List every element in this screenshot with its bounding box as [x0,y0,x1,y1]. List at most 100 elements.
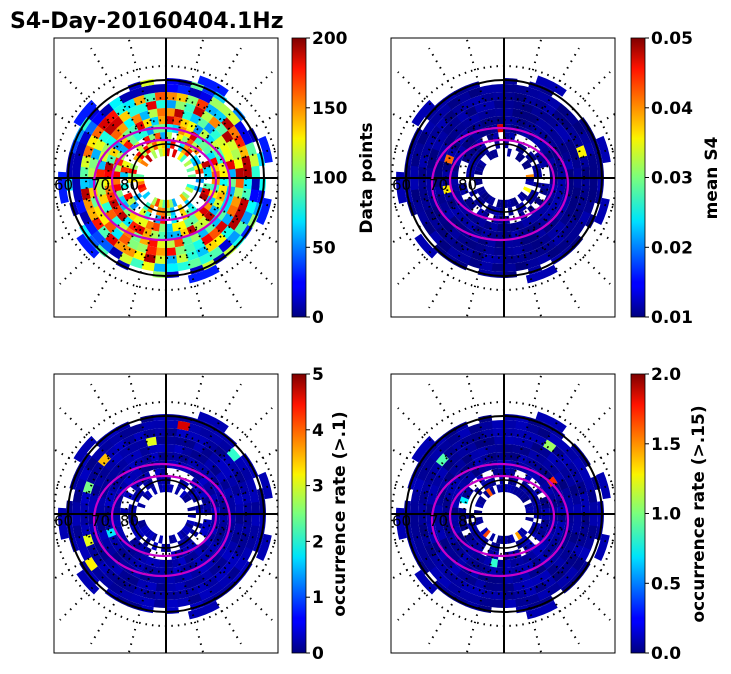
colorbar-tick-label: 2 [312,532,324,552]
heatmap-cell [526,87,541,99]
heatmap-cell [475,166,484,173]
heatmap-cell [101,478,113,491]
heatmap-cell [104,505,113,514]
heatmap-cell [519,191,528,200]
mlt-line-dotted [196,407,273,484]
heatmap-cell [504,99,515,109]
heatmap-cell [454,122,467,135]
heatmap-cell [249,525,260,539]
heatmap-cell [91,461,105,475]
oval-boundaries [430,462,570,578]
heatmap-cell [525,593,540,605]
heatmap-cell [133,540,143,551]
heatmap-cell [91,125,105,139]
heatmap-cell [441,556,455,570]
heatmap-cell [123,192,134,201]
heatmap-cell [429,230,444,245]
heatmap-cell [523,474,533,484]
heatmap-cell [568,148,580,161]
heatmap-outer-cells [396,75,611,284]
heatmap-cell [557,178,566,187]
heatmap-cell [410,188,421,203]
heatmap-cell [240,546,253,562]
heatmap-cell [123,98,137,111]
heatmap-cell [238,481,250,495]
heatmap-cell [434,521,445,533]
heatmap-cell [512,245,525,256]
heatmap-cell [132,214,143,225]
mlt-line-dotted [546,147,615,168]
heatmap-cell [514,428,527,439]
heatmap-cell [418,155,429,168]
heatmap-cell [187,600,220,620]
heatmap-cell [483,581,495,592]
heatmap-cell [424,134,437,149]
heatmap-cell [215,528,226,538]
heatmap-cell [126,574,140,587]
heatmap-cell [530,238,543,251]
heatmap-cell [144,529,153,538]
heatmap-cell [165,599,179,609]
heatmap-cell [205,531,216,542]
heatmap-cell [461,98,475,111]
heatmap-cell [481,589,494,600]
heatmap-cell [426,493,437,505]
heatmap-cell [546,246,562,260]
mlt-line-dotted [54,535,129,580]
mlt-line-dotted [196,544,273,621]
heatmap-cell [546,582,562,596]
heatmap-cell [428,147,440,160]
heatmap-cell [112,540,124,552]
heatmap-cell [492,591,504,600]
heatmap-cell [571,157,582,170]
heatmap-cell [201,160,211,169]
heatmap-cell [571,543,584,558]
heatmap-cell [209,432,224,446]
heatmap-cell [72,501,81,514]
heatmap-cell [143,92,157,103]
heatmap-cell [531,546,543,557]
heatmap-cell [476,162,485,170]
heatmap-cell [101,537,113,549]
heatmap-cell [142,191,151,200]
heatmap-cell [230,148,242,161]
heatmap-cell [176,428,189,439]
heatmap-cell [203,172,213,179]
heatmap-cell [153,263,166,272]
mlt-line-dotted [525,47,580,141]
mlt-line-dotted [203,448,278,493]
heatmap-cell [187,506,196,512]
heatmap-cell [219,514,228,523]
heatmap-cell [437,103,452,118]
heatmap-cell [74,435,97,461]
heatmap-cell [95,504,105,514]
heatmap-cell [80,491,91,504]
heatmap-cell [185,138,195,148]
heatmap-cell [504,116,513,125]
heatmap-cell [91,566,106,581]
heatmap-cell [226,111,241,126]
heatmap-cell [197,75,229,97]
heatmap-cell [465,441,478,454]
heatmap-cell [234,221,248,236]
heatmap-cell [208,476,220,488]
heatmap-cell [173,452,183,462]
heatmap-cell [165,255,178,265]
heatmap-cell [464,532,474,542]
heatmap-cell [204,546,216,559]
heatmap-cell [161,199,166,208]
colorbar-tick-label: 0.04 [651,99,693,119]
heatmap-cell [112,513,121,521]
heatmap-cell [179,154,188,163]
heatmap-cell [145,245,157,256]
colorbar [291,37,307,318]
mlt-line-dotted [525,551,580,645]
heatmap-cell [418,187,429,201]
heatmap-cell [553,458,567,472]
heatmap-cell [480,563,490,574]
heatmap-cell [429,461,443,475]
mlt-line-dotted [391,524,462,546]
heatmap-cell [448,563,462,576]
heatmap-cell [553,122,567,136]
heatmap-cell [429,125,443,139]
